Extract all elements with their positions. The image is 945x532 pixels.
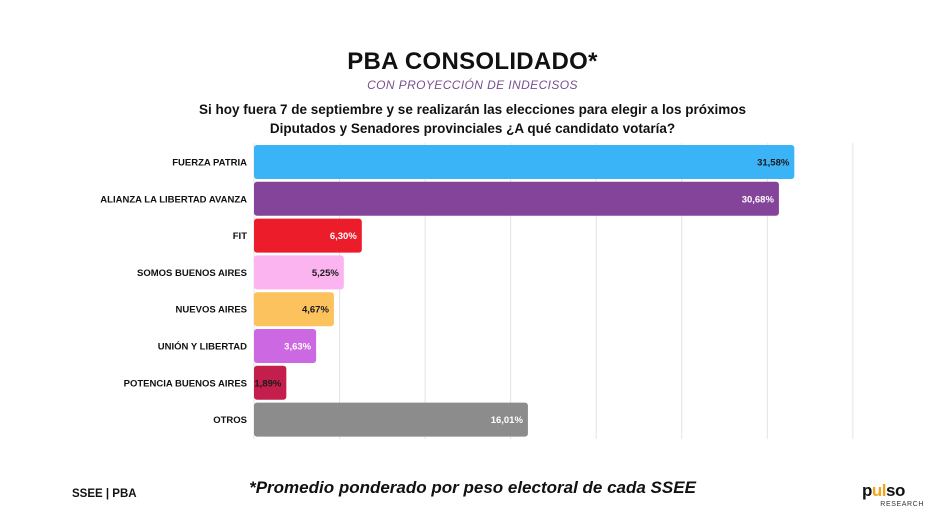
bar-value-label: 4,67% bbox=[302, 305, 329, 316]
chart-title: PBA CONSOLIDADO* bbox=[347, 48, 598, 75]
logo-tagline: RESEARCH bbox=[880, 501, 924, 508]
bar bbox=[254, 329, 317, 363]
bar bbox=[254, 292, 334, 327]
bar bbox=[254, 402, 528, 437]
survey-question: Si hoy fuera 7 de septiembre y se realiz… bbox=[0, 100, 945, 138]
category-label: OTROS bbox=[213, 415, 247, 426]
category-label: SOMOS BUENOS AIRES bbox=[137, 268, 247, 279]
bar bbox=[254, 145, 795, 179]
logo-wordmark: pulso bbox=[862, 481, 905, 500]
survey-question-line-2: Diputados y Senadores provinciales ¿A qu… bbox=[269, 121, 676, 136]
category-label: FUERZA PATRIA bbox=[172, 158, 247, 169]
bar-value-label: 3,63% bbox=[284, 342, 311, 353]
bar-value-label: 31,58% bbox=[757, 158, 790, 169]
bar bbox=[254, 218, 362, 253]
chart-subtitle: CON PROYECCIÓN DE INDECISOS bbox=[367, 78, 578, 92]
bar bbox=[254, 365, 287, 400]
bar-value-label: 30,68% bbox=[742, 194, 775, 205]
brand-logo: pulso RESEARCH bbox=[862, 482, 924, 516]
bar-value-label: 5,25% bbox=[312, 268, 339, 279]
bar bbox=[254, 255, 344, 290]
source-label: SSEE | PBA bbox=[72, 488, 137, 500]
category-label: NUEVOS AIRES bbox=[176, 305, 247, 316]
bar-value-label: 16,01% bbox=[491, 415, 524, 426]
bar-value-label: 1,89% bbox=[254, 378, 281, 389]
survey-question-line-1: Si hoy fuera 7 de septiembre y se realiz… bbox=[198, 102, 746, 117]
category-label: FIT bbox=[233, 231, 247, 242]
category-label: ALIANZA LA LIBERTAD AVANZA bbox=[100, 194, 247, 205]
bar bbox=[254, 181, 779, 216]
category-label: POTENCIA BUENOS AIRES bbox=[124, 378, 247, 389]
category-label: UNIÓN Y LIBERTAD bbox=[158, 341, 247, 353]
bar-value-label: 6,30% bbox=[330, 231, 357, 242]
footnote: *Promedio ponderado por peso electoral d… bbox=[249, 478, 696, 497]
